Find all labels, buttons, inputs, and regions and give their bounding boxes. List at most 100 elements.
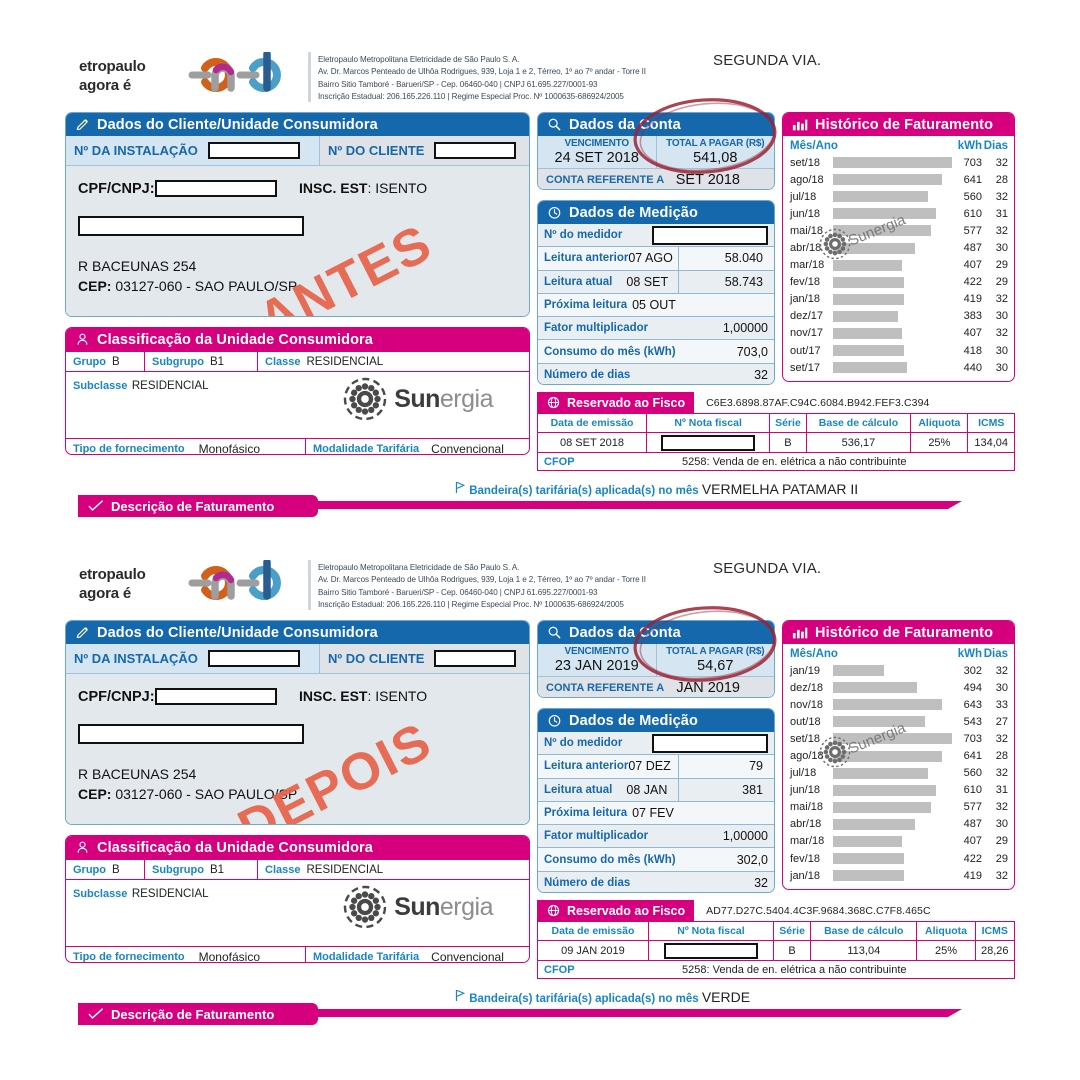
company-address: Eletropaulo Metropolitana Eletricidade d… (318, 54, 646, 103)
fisco-chave: C6E3.6898.87AF.C94C.6084.B942.FEF3.C394 (706, 396, 930, 409)
historico-rows: jan/19 302 32 dez/18 494 30 nov/18 643 3… (783, 662, 1014, 884)
company-address-line-2: Av. Dr. Marcos Penteado de Ulhôa Rodrigu… (318, 67, 646, 77)
hist-bar-2 (833, 699, 942, 711)
hist-kwh-12: 419 (963, 869, 982, 882)
fator-multiplicador-row: Fator multiplicador 1,00000 (538, 824, 774, 848)
subclasse-value: RESIDENCIAL (131, 888, 209, 900)
fisco-table-row: 09 JAN 2019 B 113,04 25% 28,26 (537, 940, 1016, 961)
numero-dias-value: 32 (754, 875, 768, 890)
hist-col-dias: Dias (983, 139, 1008, 152)
hist-bar-4 (833, 225, 931, 237)
hist-bar-wrap-0 (833, 665, 952, 677)
proxima-leitura-label: Próxima leitura (544, 299, 628, 312)
instalacao-label: Nº DA INSTALAÇÃO (74, 143, 198, 158)
descricao-faturamento-tail (318, 1009, 962, 1017)
hist-month-6: mar/18 (790, 259, 825, 272)
list-item: dez/18 494 30 (790, 679, 1008, 696)
company-address-line-2: Av. Dr. Marcos Penteado de Ulhôa Rodrigu… (318, 575, 646, 585)
client-name-redacted (78, 724, 304, 744)
consumo-mes-label: Consumo do mês (kWh) (544, 345, 676, 358)
fisco-col-0: Data de emissão (536, 413, 648, 433)
subgrupo-field: Subgrupo B1 (145, 352, 258, 371)
list-item: set/18 703 32 (790, 154, 1008, 171)
hist-dias-7: 31 (995, 784, 1008, 797)
leitura-atual-row: Leitura atual 08 SET 58.743 (538, 269, 774, 293)
header-divider (308, 52, 311, 102)
dados-cliente-header: Dados do Cliente/Unidade Consumidora (66, 621, 529, 644)
subclasse-label: Subclasse (73, 380, 128, 392)
hist-dias-9: 30 (995, 818, 1008, 831)
fisco-nota-fiscal (646, 432, 771, 453)
hist-bar-8 (833, 293, 904, 305)
classe-field: Classe RESIDENCIAL (258, 352, 529, 371)
grupo-field: Grupo B (66, 860, 145, 879)
instalacao-field: Nº DA INSTALAÇÃO (66, 136, 320, 165)
hist-bar-wrap-6 (833, 767, 952, 779)
descricao-faturamento-banner: Descrição de Faturamento (78, 1003, 318, 1025)
fisco-header: Reservado ao Fisco (537, 392, 695, 413)
cliente-address: R BACEUNAS 254 CEP: 03127-060 - SAO PAUL… (78, 764, 529, 805)
hist-month-1: dez/18 (790, 681, 824, 694)
dados-medicao-header: Dados de Medição (538, 201, 774, 224)
dados-cliente-title: Dados do Cliente/Unidade Consumidora (97, 624, 378, 641)
list-item: abr/18 487 30 (790, 239, 1008, 256)
hist-month-12: set/17 (790, 361, 820, 374)
cliente-body: CPF/CNPJ: INSC. EST: ISENTO R BACEUNAS 2… (66, 166, 529, 316)
proxima-leitura-value: 05 OUT (632, 298, 676, 313)
hist-kwh-7: 610 (963, 784, 982, 797)
hist-month-3: out/18 (790, 715, 821, 728)
hist-bar-wrap-7 (833, 276, 952, 288)
fisco-icms: 28,26 (974, 940, 1016, 961)
hist-bar-wrap-9 (833, 310, 952, 322)
flag-icon (455, 481, 466, 493)
modalidade-tarifaria-label: Modalidade Tarifária (313, 442, 420, 455)
fisco-icms: 134,04 (967, 432, 1015, 453)
fisco-base-calculo: 536,17 (805, 432, 912, 453)
cliente-address: R BACEUNAS 254 CEP: 03127-060 - SAO PAUL… (78, 256, 529, 297)
medidor-value-redacted (652, 225, 768, 245)
leitura-anterior-row: Leitura anterior 07 AGO 58.040 (538, 246, 774, 270)
hist-bar-3 (833, 716, 925, 728)
gear-icon (343, 885, 387, 929)
panel-historico-faturamento: Histórico de Faturamento Mês/Ano kWh Dia… (782, 112, 1015, 382)
hist-bar-4 (833, 733, 952, 745)
list-item: ago/18 641 28 (790, 171, 1008, 188)
modalidade-tarifaria-value: Convencional (431, 949, 504, 963)
bandeira-value: VERMELHA PATAMAR II (701, 481, 859, 497)
cpf-value-redacted (154, 180, 277, 198)
hist-month-8: mai/18 (790, 801, 824, 814)
hist-bar-wrap-8 (833, 293, 952, 305)
dados-medicao-title: Dados de Medição (569, 712, 698, 729)
brand-prefix-line1: etropaulo (79, 58, 146, 75)
fisco-header-row: Reservado ao Fisco C6E3.6898.87AF.C94C.6… (537, 392, 1015, 413)
list-item: jan/18 419 32 (790, 291, 1008, 308)
cliente-value-redacted (434, 650, 517, 667)
hist-bar-3 (833, 208, 937, 220)
cfop-value: 5258: Venda de en. elétrica a não contri… (682, 963, 907, 976)
company-address: Eletropaulo Metropolitana Eletricidade d… (318, 562, 646, 611)
company-address-line-4: Inscrição Estadual: 206.165.226.110 | Re… (318, 599, 624, 609)
company-address-line-1: Eletropaulo Metropolitana Eletricidade d… (318, 563, 520, 572)
hist-bar-5 (833, 242, 916, 254)
classificacao-row-1: Grupo B Subgrupo B1 Classe RESIDENCIAL (66, 351, 529, 371)
list-item: jul/18 560 32 (790, 765, 1008, 782)
cliente-label: Nº DO CLIENTE (328, 143, 425, 158)
globe-icon (547, 396, 560, 409)
vencimento-field: VENCIMENTO 23 JAN 2019 (538, 644, 657, 676)
hist-bar-5 (833, 750, 942, 762)
sunergia-wordmark: Sunergia (394, 385, 493, 414)
enel-logo-icon (188, 558, 281, 600)
hist-kwh-3: 543 (963, 715, 982, 728)
panel-reservado-fisco: Reservado ao Fisco AD77.D27C.5404.4C3F.9… (537, 900, 1016, 979)
leitura-anterior-label: Leitura anterior (544, 760, 629, 773)
numero-dias-row: Número de dias 32 (538, 870, 774, 892)
cfop-label: CFOP (544, 455, 575, 468)
consumo-mes-value: 703,0 (736, 344, 768, 359)
list-item: mar/18 407 29 (790, 257, 1008, 274)
enel-logo (175, 50, 290, 106)
bar-chart-icon (792, 119, 808, 130)
hist-bar-wrap-5 (833, 242, 952, 254)
fisco-aliquota: 25% (910, 432, 969, 453)
hist-bar-0 (833, 157, 952, 169)
list-item: jun/18 610 31 (790, 205, 1008, 222)
